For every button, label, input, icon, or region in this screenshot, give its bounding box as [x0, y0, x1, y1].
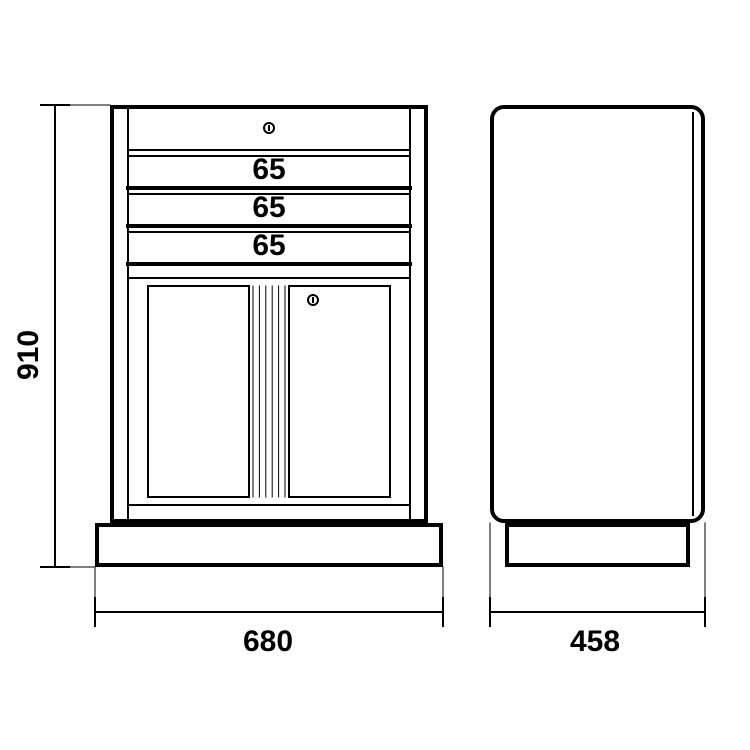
dimension-side-width-label: 458: [570, 625, 620, 659]
drawer-height-label: 65: [244, 231, 294, 261]
dimension-height-label: 910: [12, 330, 46, 380]
side-view-frame: [490, 105, 705, 523]
side-view-base: [505, 523, 690, 567]
lock-icon: [263, 122, 275, 134]
drawer-height-label: 65: [244, 155, 294, 185]
diagram-canvas: 65 65 65 910 680 458: [0, 0, 750, 750]
lock-icon: [307, 294, 319, 306]
front-view-base: [95, 523, 443, 567]
drawer-height-label: 65: [244, 193, 294, 223]
dimension-front-width-label: 680: [243, 625, 293, 659]
